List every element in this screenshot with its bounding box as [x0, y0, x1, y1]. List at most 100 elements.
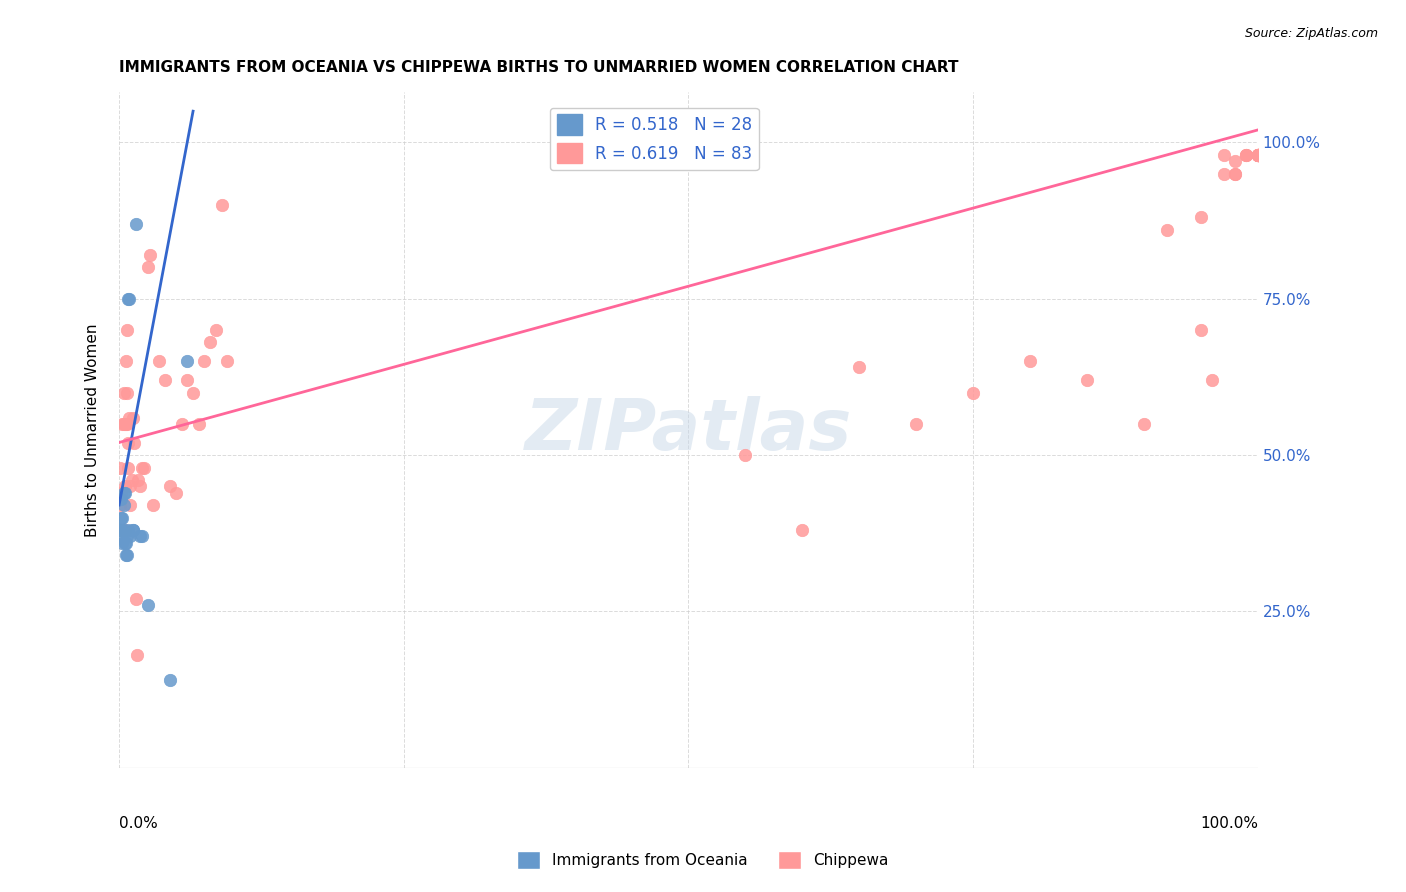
Point	[1189, 323, 1212, 337]
Point	[159, 479, 181, 493]
Point	[108, 523, 131, 537]
Point	[1247, 148, 1270, 162]
Point	[1247, 148, 1270, 162]
Point	[1247, 148, 1270, 162]
Point	[125, 217, 148, 231]
Point	[1247, 148, 1270, 162]
Point	[112, 417, 135, 431]
Point	[111, 510, 134, 524]
Point	[165, 485, 187, 500]
Point	[115, 417, 138, 431]
Point	[111, 523, 134, 537]
Point	[211, 198, 233, 212]
Point	[1223, 167, 1246, 181]
Point	[1247, 148, 1270, 162]
Point	[121, 523, 143, 537]
Point	[118, 410, 141, 425]
Point	[115, 548, 138, 562]
Point	[193, 354, 215, 368]
Point	[114, 523, 136, 537]
Point	[1236, 148, 1258, 162]
Point	[111, 535, 134, 549]
Point	[962, 385, 984, 400]
Point	[115, 323, 138, 337]
Point	[121, 473, 143, 487]
Point	[1247, 148, 1270, 162]
Point	[114, 535, 136, 549]
Point	[198, 335, 221, 350]
Point	[121, 410, 143, 425]
Point	[118, 292, 141, 306]
Point	[1156, 223, 1178, 237]
Point	[114, 479, 136, 493]
Point	[153, 373, 176, 387]
Point	[112, 485, 135, 500]
Point	[187, 417, 209, 431]
Point	[128, 479, 150, 493]
Point	[1236, 148, 1258, 162]
Point	[117, 523, 139, 537]
Point	[159, 673, 181, 687]
Point	[114, 417, 136, 431]
Point	[905, 417, 928, 431]
Point	[117, 292, 139, 306]
Point	[111, 523, 134, 537]
Point	[1236, 148, 1258, 162]
Text: 100.0%: 100.0%	[1199, 816, 1258, 831]
Point	[127, 473, 149, 487]
Point	[122, 435, 145, 450]
Point	[148, 354, 170, 368]
Point	[1201, 373, 1223, 387]
Point	[1247, 148, 1270, 162]
Point	[1247, 148, 1270, 162]
Text: IMMIGRANTS FROM OCEANIA VS CHIPPEWA BIRTHS TO UNMARRIED WOMEN CORRELATION CHART: IMMIGRANTS FROM OCEANIA VS CHIPPEWA BIRT…	[120, 60, 959, 75]
Point	[120, 529, 142, 543]
Point	[132, 460, 155, 475]
Point	[1212, 148, 1234, 162]
Point	[112, 498, 135, 512]
Point	[110, 523, 132, 537]
Point	[111, 417, 134, 431]
Text: 0.0%: 0.0%	[120, 816, 157, 831]
Point	[115, 535, 138, 549]
Text: ZIPatlas: ZIPatlas	[524, 395, 852, 465]
Point	[142, 498, 165, 512]
Point	[108, 529, 131, 543]
Point	[1247, 148, 1270, 162]
Point	[1223, 154, 1246, 169]
Point	[108, 460, 131, 475]
Legend: Immigrants from Oceania, Chippewa: Immigrants from Oceania, Chippewa	[510, 845, 896, 875]
Point	[1247, 148, 1270, 162]
Point	[1247, 148, 1270, 162]
Point	[114, 485, 136, 500]
Point	[110, 485, 132, 500]
Point	[139, 248, 162, 262]
Point	[181, 385, 204, 400]
Point	[1247, 148, 1270, 162]
Point	[115, 548, 138, 562]
Point	[128, 529, 150, 543]
Point	[176, 373, 198, 387]
Point	[131, 460, 153, 475]
Point	[115, 417, 138, 431]
Point	[1189, 211, 1212, 225]
Point	[131, 529, 153, 543]
Point	[848, 360, 870, 375]
Point	[110, 491, 132, 506]
Point	[1212, 167, 1234, 181]
Point	[792, 523, 814, 537]
Y-axis label: Births to Unmarried Women: Births to Unmarried Women	[86, 323, 100, 537]
Point	[1019, 354, 1042, 368]
Point	[136, 260, 159, 275]
Point	[117, 460, 139, 475]
Point	[117, 435, 139, 450]
Point	[205, 323, 228, 337]
Point	[1223, 167, 1246, 181]
Point	[136, 598, 159, 612]
Legend: R = 0.518   N = 28, R = 0.619   N = 83: R = 0.518 N = 28, R = 0.619 N = 83	[550, 108, 759, 169]
Point	[125, 591, 148, 606]
Point	[112, 523, 135, 537]
Point	[1247, 148, 1270, 162]
Point	[176, 354, 198, 368]
Point	[115, 529, 138, 543]
